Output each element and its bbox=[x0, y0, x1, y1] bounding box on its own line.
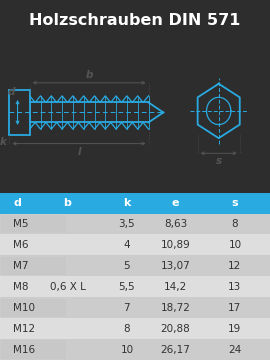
Bar bbox=[0, 276, 270, 297]
Bar bbox=[1, 257, 66, 275]
Bar bbox=[1, 298, 66, 317]
Text: M6: M6 bbox=[14, 240, 29, 250]
Text: 8,63: 8,63 bbox=[164, 219, 187, 229]
Text: M12: M12 bbox=[14, 324, 36, 334]
Text: 10: 10 bbox=[228, 240, 241, 250]
Bar bbox=[0, 318, 270, 339]
Text: s: s bbox=[232, 198, 238, 208]
Bar bbox=[1, 341, 66, 359]
Text: M7: M7 bbox=[14, 261, 29, 271]
Text: 10,89: 10,89 bbox=[161, 240, 190, 250]
Text: 13: 13 bbox=[228, 282, 242, 292]
Text: 5: 5 bbox=[124, 261, 130, 271]
Text: 14,2: 14,2 bbox=[164, 282, 187, 292]
Text: 18,72: 18,72 bbox=[161, 303, 190, 313]
Text: 5,5: 5,5 bbox=[119, 282, 135, 292]
Text: l: l bbox=[77, 147, 81, 157]
Text: M16: M16 bbox=[14, 345, 36, 355]
Text: 19: 19 bbox=[228, 324, 242, 334]
Text: M10: M10 bbox=[14, 303, 35, 313]
Text: 8: 8 bbox=[124, 324, 130, 334]
Bar bbox=[9, 90, 30, 135]
Text: d: d bbox=[14, 198, 21, 208]
Text: 3,5: 3,5 bbox=[119, 219, 135, 229]
Bar bbox=[0, 339, 270, 360]
Text: M5: M5 bbox=[14, 219, 29, 229]
Text: Holzschrauben DIN 571: Holzschrauben DIN 571 bbox=[29, 13, 241, 28]
Text: 24: 24 bbox=[228, 345, 242, 355]
Text: b: b bbox=[63, 198, 72, 208]
Text: d: d bbox=[8, 87, 15, 97]
Text: 13,07: 13,07 bbox=[161, 261, 190, 271]
Text: e: e bbox=[172, 198, 179, 208]
Text: 7: 7 bbox=[124, 303, 130, 313]
Text: k: k bbox=[123, 198, 131, 208]
Text: 0,6 X L: 0,6 X L bbox=[50, 282, 85, 292]
Text: M8: M8 bbox=[14, 282, 29, 292]
Text: k: k bbox=[0, 137, 7, 147]
Bar bbox=[0, 213, 270, 234]
Bar bbox=[0, 234, 270, 255]
Text: 20,88: 20,88 bbox=[161, 324, 190, 334]
Bar bbox=[0, 255, 270, 276]
Bar bbox=[0, 297, 270, 318]
Text: b: b bbox=[85, 71, 93, 80]
Bar bbox=[0, 193, 270, 213]
Text: 10: 10 bbox=[120, 345, 133, 355]
Bar bbox=[1, 215, 66, 233]
Text: 26,17: 26,17 bbox=[161, 345, 190, 355]
Text: 8: 8 bbox=[232, 219, 238, 229]
Text: 12: 12 bbox=[228, 261, 242, 271]
Text: 4: 4 bbox=[124, 240, 130, 250]
Text: 17: 17 bbox=[228, 303, 242, 313]
Text: s: s bbox=[216, 156, 222, 166]
